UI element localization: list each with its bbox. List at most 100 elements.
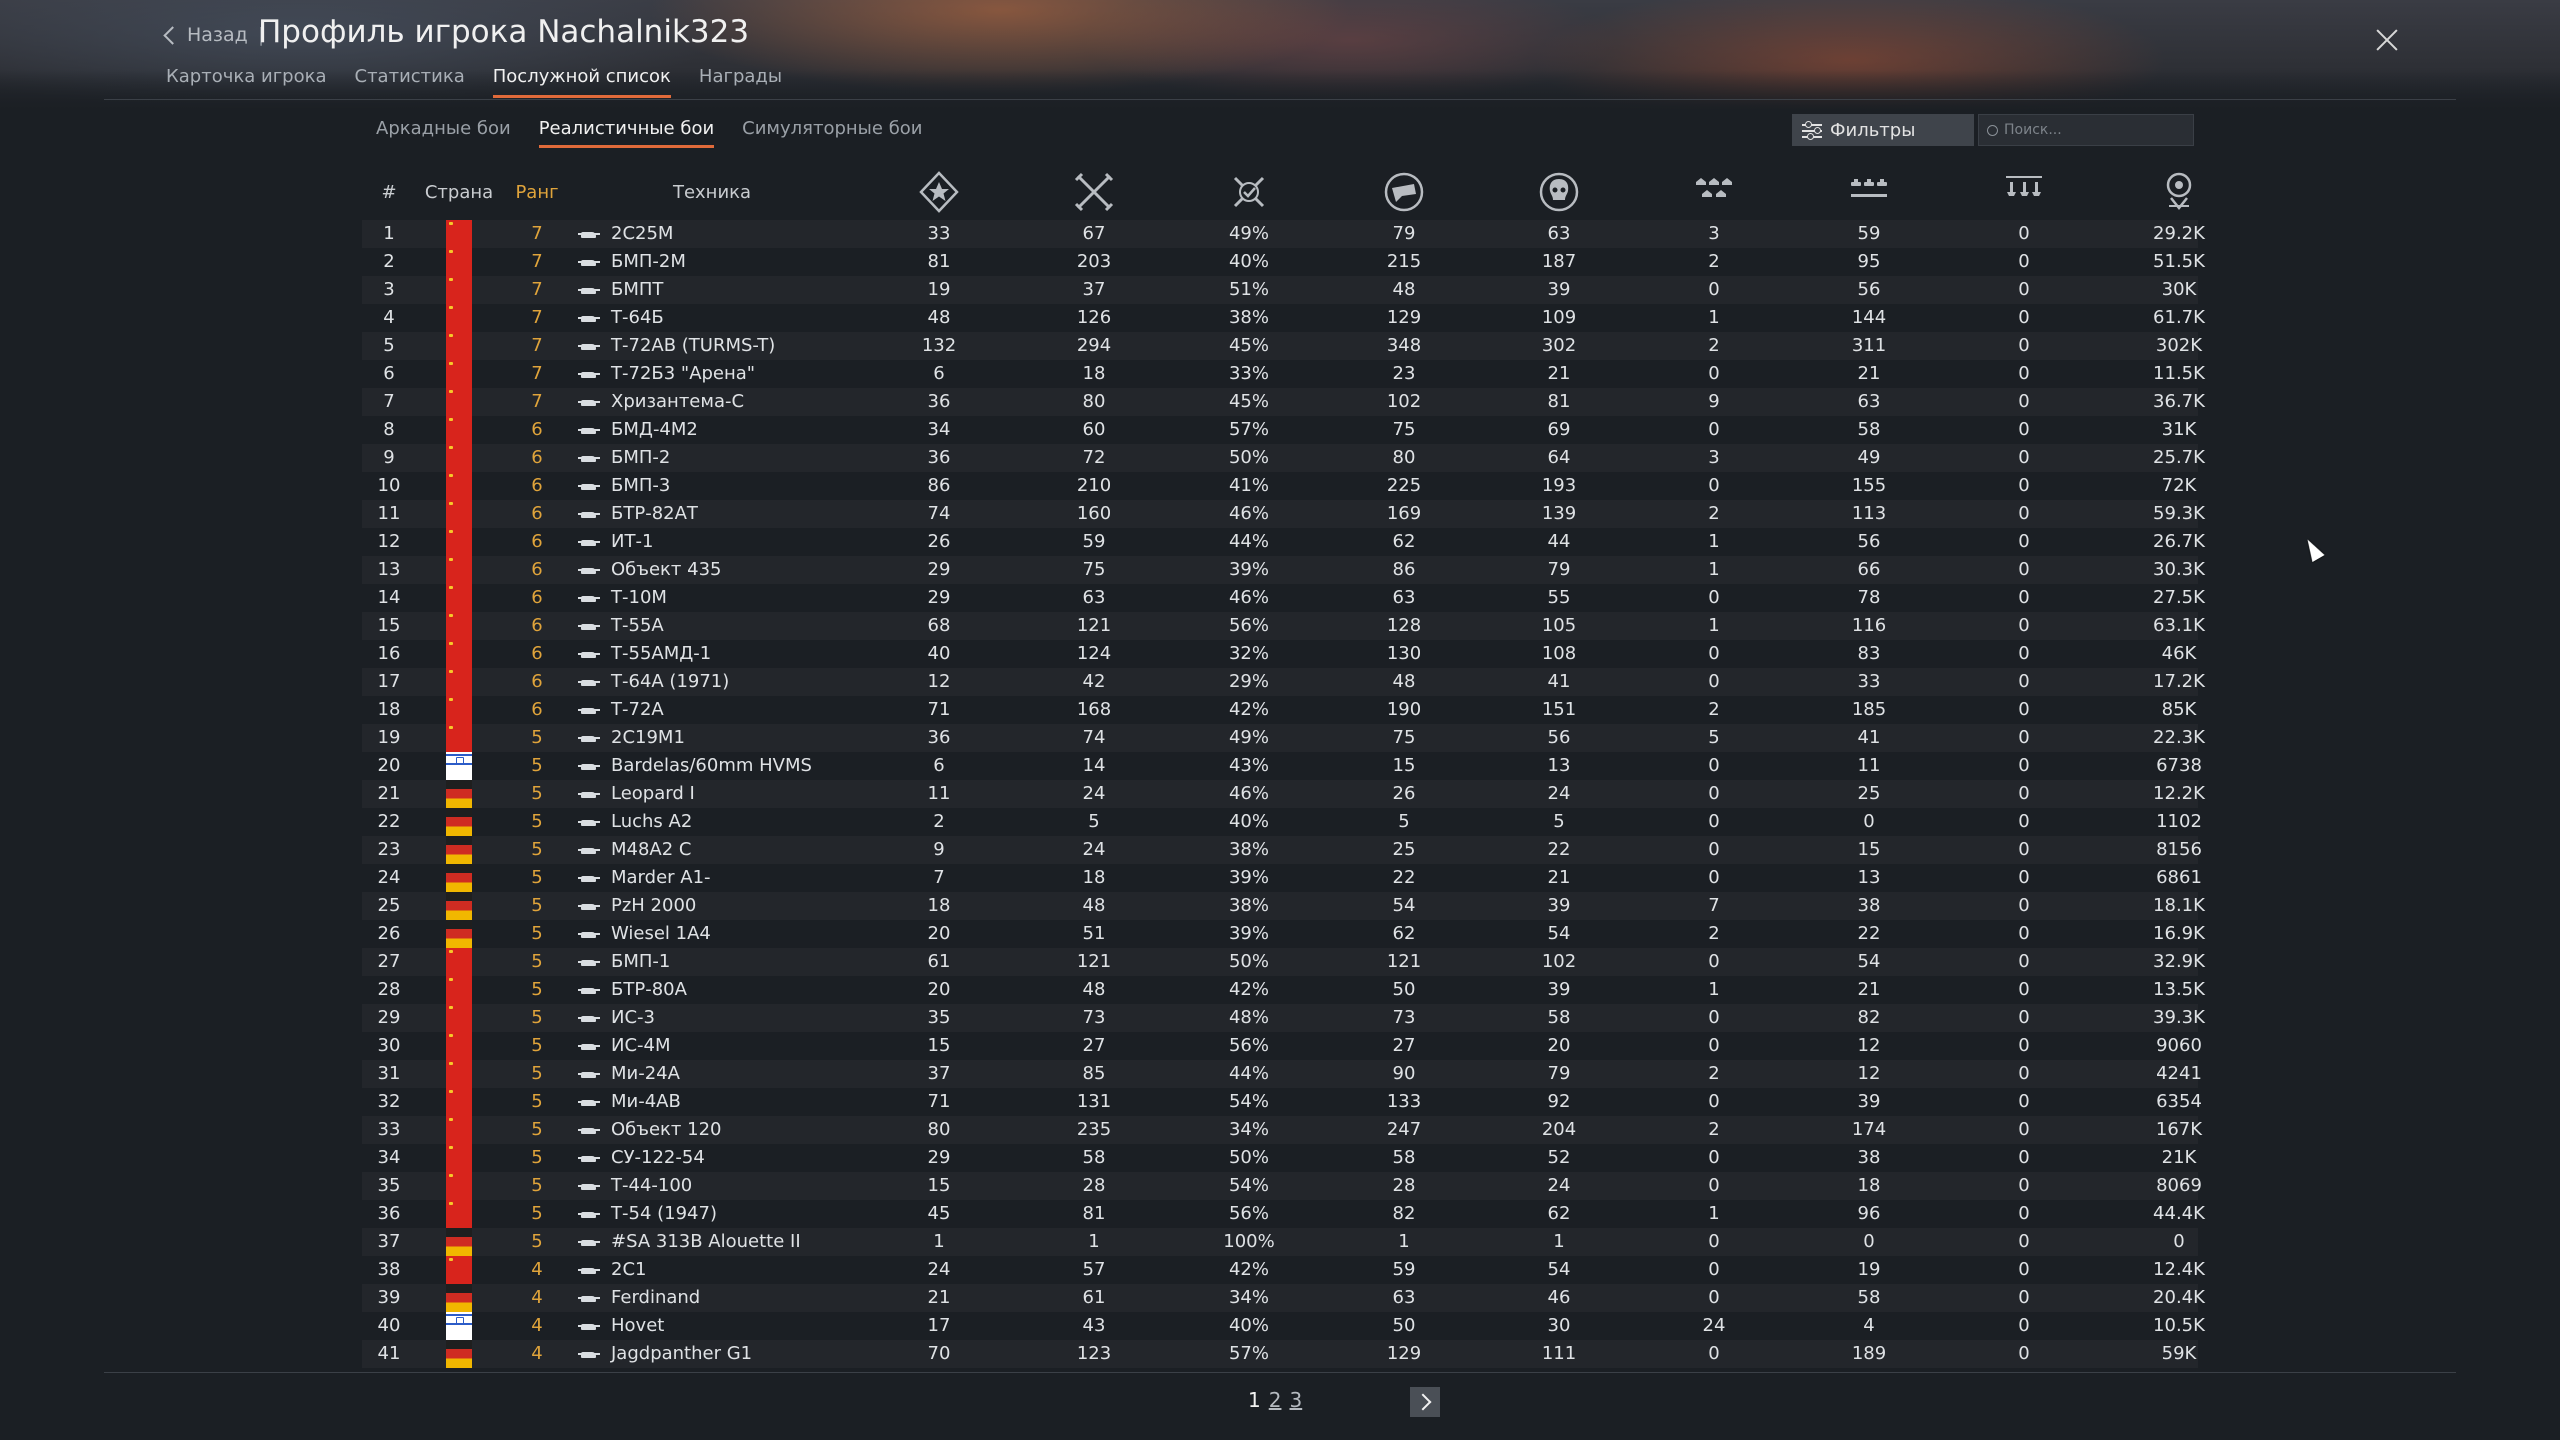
tab-awards[interactable]: Награды xyxy=(698,66,783,87)
row-respawns: 50 xyxy=(1392,979,1416,1000)
col-victories[interactable] xyxy=(1034,164,1154,220)
search-input[interactable]: Поиск... xyxy=(1978,114,2194,146)
table-row[interactable]: 19 5 2С19М1 36 74 49% 75 56 5 41 0 22.3K xyxy=(362,724,2205,752)
table-row[interactable]: 31 5 Ми-24А 37 85 44% 90 79 2 12 0 4241 xyxy=(362,1060,2202,1088)
row-ground-kills: 144 xyxy=(1851,307,1887,328)
table-row[interactable]: 13 6 Объект 435 29 75 39% 86 79 1 66 0 30.3K xyxy=(362,556,2205,584)
row-naval-kills: 0 xyxy=(2018,1175,2030,1196)
table-row[interactable]: 9 6 БМП-2 36 72 50% 80 64 3 49 0 25.7K xyxy=(362,444,2205,472)
table-row[interactable]: 35 5 Т-44-100 15 28 54% 28 24 0 18 0 8069 xyxy=(362,1172,2202,1200)
table-row[interactable]: 10 6 БМП-3 86 210 41% 225 193 0 155 0 72K xyxy=(362,472,2198,500)
table-row[interactable]: 7 7 Хризантема-С 36 80 45% 102 81 9 63 0 36.7K xyxy=(362,388,2205,416)
row-victories: 57 xyxy=(1082,1259,1106,1280)
table-row[interactable]: 30 5 ИС-4М 15 27 56% 27 20 0 12 0 9060 xyxy=(362,1032,2202,1060)
table-row[interactable]: 6 7 Т-72Б3 "Арена" 6 18 33% 23 21 0 21 0 11.5K xyxy=(362,360,2205,388)
row-vehicle: 2С19М1 xyxy=(578,724,878,752)
tab-statistics[interactable]: Статистика xyxy=(354,66,465,87)
table-row[interactable]: 15 6 Т-55А 68 121 56% 128 105 1 116 0 63.1K xyxy=(362,612,2205,640)
row-experience: 27.5K xyxy=(2153,587,2205,608)
vehicle-name: 2С25М xyxy=(611,223,674,244)
table-row[interactable]: 32 5 Ми-4АВ 71 131 54% 133 92 0 39 0 6354 xyxy=(362,1088,2202,1116)
profile-tabs: Карточка игрока Статистика Послужной спи… xyxy=(166,66,810,98)
col-battles[interactable] xyxy=(879,164,999,220)
row-number: 2 xyxy=(383,251,395,272)
table-row[interactable]: 4 7 Т-64Б 48 126 38% 129 109 1 144 0 61.7K xyxy=(362,304,2205,332)
flag-israel-icon xyxy=(446,752,472,780)
table-row[interactable]: 17 6 Т-64А (1971) 12 42 29% 48 41 0 33 0 17.2K xyxy=(362,668,2205,696)
row-ground-kills: 0 xyxy=(1863,1231,1875,1252)
table-row[interactable]: 28 5 БТР-80А 20 48 42% 50 39 1 21 0 13.5K xyxy=(362,976,2205,1004)
table-row[interactable]: 3 7 БМПТ 19 37 51% 48 39 0 56 0 30K xyxy=(362,276,2198,304)
table-row[interactable]: 14 6 Т-10М 29 63 46% 63 55 0 78 0 27.5K xyxy=(362,584,2205,612)
table-row[interactable]: 23 5 M48A2 C 9 24 38% 25 22 0 15 0 8156 xyxy=(362,836,2202,864)
table-row[interactable]: 8 6 БМД-4М2 34 60 57% 75 69 0 58 0 31K xyxy=(362,416,2198,444)
col-num[interactable]: # xyxy=(381,181,397,203)
row-respawns: 102 xyxy=(1386,391,1422,412)
table-row[interactable]: 39 4 Ferdinand 21 61 34% 63 46 0 58 0 20.4K xyxy=(362,1284,2205,1312)
table-row[interactable]: 24 5 Marder A1- 7 18 39% 22 21 0 13 0 6861 xyxy=(362,864,2202,892)
table-row[interactable]: 37 5 #SA 313B Alouette II 1 1 100% 1 1 0 0 0 0 xyxy=(362,1228,2198,1256)
row-ground-kills: 82 xyxy=(1857,1007,1881,1028)
row-rank: 5 xyxy=(531,755,543,776)
table-row[interactable]: 26 5 Wiesel 1A4 20 51 39% 62 54 2 22 0 16.9K xyxy=(362,920,2205,948)
page-link-2[interactable]: 2 xyxy=(1268,1388,1282,1412)
table-row[interactable]: 25 5 PzH 2000 18 48 38% 54 39 7 38 0 18.1K xyxy=(362,892,2205,920)
table-row[interactable]: 5 7 Т-72АВ (TURMS-T) 132 294 45% 348 302 2 311 0 30… xyxy=(362,332,2202,360)
table-row[interactable]: 20 5 Bardelas/60mm HVMS 6 14 43% 15 13 0 11 0 6738 xyxy=(362,752,2202,780)
next-page-button[interactable] xyxy=(1410,1387,1440,1417)
back-button[interactable]: Назад | xyxy=(163,22,264,48)
col-ground-kills[interactable] xyxy=(1809,164,1929,220)
row-ground-kills: 12 xyxy=(1857,1063,1881,1084)
table-row[interactable]: 12 6 ИТ-1 26 59 44% 62 44 1 56 0 26.7K xyxy=(362,528,2205,556)
row-deaths: 139 xyxy=(1541,503,1577,524)
col-naval-kills[interactable] xyxy=(1964,164,2084,220)
row-experience: 1102 xyxy=(2156,811,2202,832)
row-experience: 13.5K xyxy=(2153,979,2205,1000)
page-link-3[interactable]: 3 xyxy=(1289,1388,1303,1412)
col-experience[interactable] xyxy=(2119,164,2239,220)
vehicle-type-icon xyxy=(578,1071,600,1078)
table-row[interactable]: 2 7 БМП-2М 81 203 40% 215 187 2 95 0 51.5K xyxy=(362,248,2205,276)
table-row[interactable]: 22 5 Luchs A2 2 5 40% 5 5 0 0 0 1102 xyxy=(362,808,2202,836)
table-row[interactable]: 1 7 2С25М 33 67 49% 79 63 3 59 0 29.2K xyxy=(362,220,2205,248)
table-row[interactable]: 38 4 2С1 24 57 42% 59 54 0 19 0 12.4K xyxy=(362,1256,2205,1284)
table-row[interactable]: 40 4 Hovet 17 43 40% 50 30 24 4 0 10.5K xyxy=(362,1312,2205,1340)
col-country[interactable]: Страна xyxy=(424,181,494,203)
col-win-rate[interactable] xyxy=(1189,164,1309,220)
row-air-kills: 7 xyxy=(1708,895,1720,916)
row-naval-kills: 0 xyxy=(2018,1119,2030,1140)
table-row[interactable]: 36 5 Т-54 (1947) 45 81 56% 82 62 1 96 0 44.4K xyxy=(362,1200,2205,1228)
tab-realistic-battles[interactable]: Реалистичные бои xyxy=(538,118,715,148)
table-row[interactable]: 16 6 Т-55АМД-1 40 124 32% 130 108 0 83 0 46K xyxy=(362,640,2198,668)
col-vehicle[interactable]: Техника xyxy=(672,181,752,203)
table-row[interactable]: 33 5 Объект 120 80 235 34% 247 204 2 174 0 167K xyxy=(362,1116,2202,1144)
page-link-1[interactable]: 1 xyxy=(1248,1388,1261,1412)
tab-player-card[interactable]: Карточка игрока xyxy=(166,66,327,87)
table-row[interactable]: 41 4 Jagdpanther G1 70 123 57% 129 111 0 189 0 59K xyxy=(362,1340,2198,1368)
col-air-kills[interactable] xyxy=(1654,164,1774,220)
filters-button[interactable]: Фильтры xyxy=(1792,114,1974,146)
row-respawns: 121 xyxy=(1386,951,1422,972)
row-naval-kills: 0 xyxy=(2018,279,2030,300)
col-rank[interactable]: Ранг xyxy=(515,181,559,203)
row-rank: 7 xyxy=(531,307,543,328)
close-icon[interactable] xyxy=(2372,26,2402,56)
col-respawns[interactable] xyxy=(1344,164,1464,220)
row-battles: 48 xyxy=(927,307,951,328)
table-row[interactable]: 34 5 СУ-122-54 29 58 50% 58 52 0 38 0 21K xyxy=(362,1144,2198,1172)
tab-simulator-battles[interactable]: Симуляторные бои xyxy=(742,118,923,139)
table-row[interactable]: 11 6 БТР-82АТ 74 160 46% 169 139 2 113 0 59.3K xyxy=(362,500,2205,528)
row-win-rate: 45% xyxy=(1228,335,1269,356)
vehicle-name: Bardelas/60mm HVMS xyxy=(611,755,812,776)
tab-arcade-battles[interactable]: Аркадные бои xyxy=(376,118,511,139)
table-row[interactable]: 21 5 Leopard I 11 24 46% 26 24 0 25 0 12.2K xyxy=(362,780,2205,808)
row-number: 8 xyxy=(383,419,395,440)
row-deaths: 63 xyxy=(1547,223,1571,244)
row-number: 20 xyxy=(377,755,401,776)
row-rank: 6 xyxy=(531,559,543,580)
col-deaths[interactable] xyxy=(1499,164,1619,220)
table-row[interactable]: 18 6 Т-72А 71 168 42% 190 151 2 185 0 85K xyxy=(362,696,2198,724)
table-row[interactable]: 27 5 БМП-1 61 121 50% 121 102 0 54 0 32.9K xyxy=(362,948,2205,976)
table-row[interactable]: 29 5 ИС-3 35 73 48% 73 58 0 82 0 39.3K xyxy=(362,1004,2205,1032)
tab-service-record[interactable]: Послужной список xyxy=(492,66,671,98)
